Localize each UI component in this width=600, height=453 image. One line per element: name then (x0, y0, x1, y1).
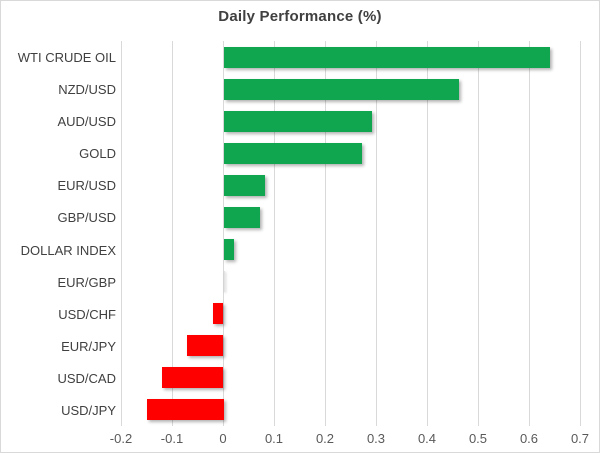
category-label-dollar-index: DOLLAR INDEX (20, 243, 116, 258)
gridline-x-0.5 (478, 41, 479, 426)
x-tick-label--0.2: -0.2 (109, 431, 133, 446)
x-tick-label--0.1: -0.1 (160, 431, 184, 446)
bar-usd-chf (213, 303, 223, 324)
bar-gold (224, 143, 362, 164)
category-label-usd-jpy: USD/JPY (61, 403, 116, 418)
bar-dollar-index (224, 239, 234, 260)
category-label-usd-cad: USD/CAD (57, 371, 116, 386)
x-tick-label-0.1: 0.1 (264, 431, 284, 446)
gridline-x-0 (223, 41, 224, 426)
gridline-x-0.7 (580, 41, 581, 426)
x-tick-label-0.2: 0.2 (315, 431, 335, 446)
chart-title: Daily Performance (%) (218, 8, 382, 25)
gridline-x-0.3 (376, 41, 377, 426)
category-label-usd-chf: USD/CHF (58, 307, 116, 322)
x-tick-label-0.3: 0.3 (366, 431, 386, 446)
bar-wti-crude-oil (224, 47, 550, 68)
category-label-eur-gbp: EUR/GBP (57, 275, 116, 290)
x-tick-label-0.7: 0.7 (570, 431, 590, 446)
category-label-nzd-usd: NZD/USD (58, 82, 116, 97)
x-tick-label-0: 0 (219, 431, 227, 446)
x-tick-label-0.6: 0.6 (519, 431, 539, 446)
bar-usd-jpy (147, 399, 224, 420)
category-label-gold: GOLD (79, 146, 116, 161)
bar-nzd-usd (224, 79, 459, 100)
x-tick-label-0.4: 0.4 (417, 431, 437, 446)
bar-aud-usd (224, 111, 372, 132)
category-label-gbp-usd: GBP/USD (57, 210, 116, 225)
category-label-eur-jpy: EUR/JPY (61, 339, 116, 354)
gridline-x-0.1 (274, 41, 275, 426)
bar-eur-jpy (187, 335, 223, 356)
bar-eur-gbp (224, 271, 225, 292)
gridline-x--0.2 (121, 41, 122, 426)
gridline-x-0.6 (529, 41, 530, 426)
gridline-x-0.4 (427, 41, 428, 426)
category-label-eur-usd: EUR/USD (57, 178, 116, 193)
category-label-wti-crude-oil: WTI CRUDE OIL (17, 50, 116, 65)
gridline-x-0.2 (325, 41, 326, 426)
bar-usd-cad (162, 367, 223, 388)
bar-gbp-usd (224, 207, 260, 228)
category-label-aud-usd: AUD/USD (57, 114, 116, 129)
bar-eur-usd (224, 175, 265, 196)
gridline-x--0.1 (172, 41, 173, 426)
x-tick-label-0.5: 0.5 (468, 431, 488, 446)
